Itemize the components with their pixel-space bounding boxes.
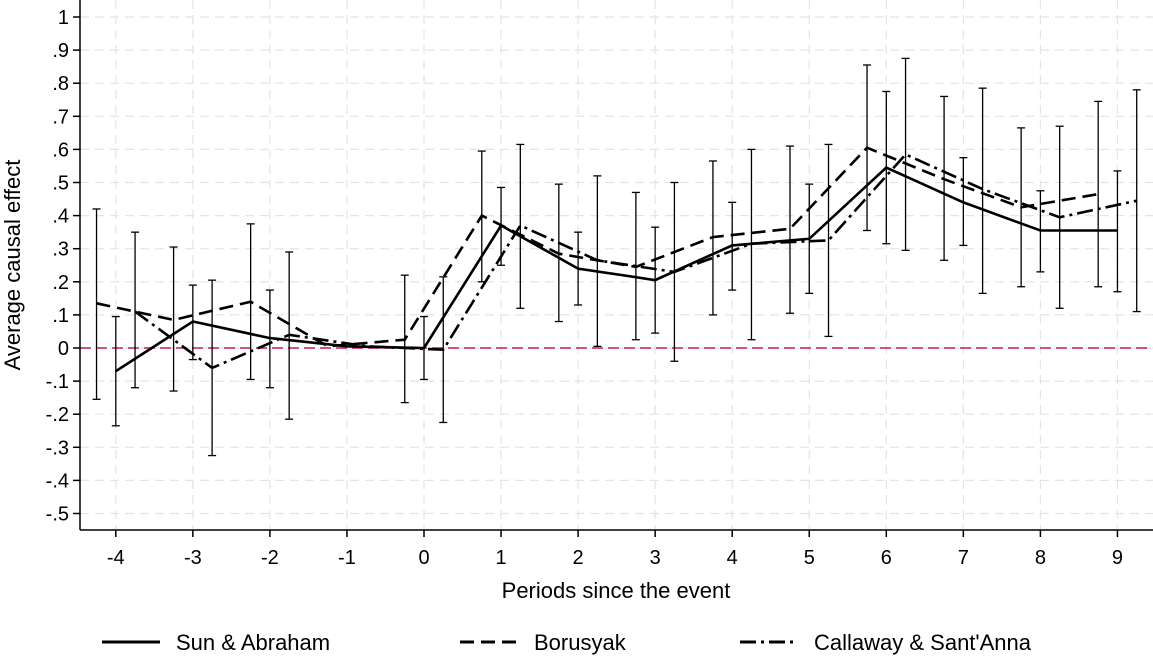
y-tick-label: -.1 [46, 371, 69, 393]
y-tick-label: .9 [52, 40, 69, 62]
y-tick-label: .8 [52, 73, 69, 95]
legend: Sun & Abraham Borusyak Callaway & Sant'Ann… [102, 630, 1032, 655]
y-axis-title: Average causal effect [0, 160, 25, 371]
x-tick-label: 0 [418, 547, 429, 569]
y-tick-label: 0 [58, 338, 69, 360]
x-tick-label: 9 [1112, 547, 1123, 569]
x-tick-label: 5 [804, 547, 815, 569]
confidence-intervals [92, 57, 1141, 457]
y-tick-label: -.5 [46, 504, 69, 526]
x-tick-label: -4 [107, 547, 125, 569]
x-tick-label: -2 [261, 547, 279, 569]
legend-label-3: Callaway & Sant'Anna [814, 630, 1032, 655]
x-tick-label: 6 [881, 547, 892, 569]
x-tick-label: 3 [650, 547, 661, 569]
legend-label-2: Borusyak [534, 630, 627, 655]
y-tick-label: 1 [58, 7, 69, 29]
legend-label-1: Sun & Abraham [176, 630, 330, 655]
series-line-1 [115, 166, 1118, 373]
y-tick-label: .5 [52, 173, 69, 195]
x-axis-title: Periods since the event [502, 578, 731, 603]
y-tick-label: .7 [52, 106, 69, 128]
x-tick-label: 7 [958, 547, 969, 569]
axes: 1 .9 .8 .7 .6 .5 .4 .3 .2 .1 0 -.1 -.2 -.3 -.4 -.5 -4 -3 -… [46, 0, 1153, 569]
x-tick-label: 8 [1035, 547, 1046, 569]
y-tick-label: -.4 [46, 470, 69, 492]
x-tick-label: -1 [338, 547, 356, 569]
x-tick-label: 2 [573, 547, 584, 569]
gridlines [80, 0, 1153, 530]
y-tick-label: .6 [52, 139, 69, 161]
y-tick-label: -.3 [46, 437, 69, 459]
series-line-3 [134, 152, 1137, 370]
series-lines [96, 146, 1137, 373]
x-tick-label: 4 [727, 547, 738, 569]
y-tick-label: .1 [52, 305, 69, 327]
y-tick-label: .2 [52, 272, 69, 294]
x-tick-label: -3 [184, 547, 202, 569]
y-tick-label: .4 [52, 206, 69, 228]
y-tick-label: .3 [52, 239, 69, 261]
y-tick-label: -.2 [46, 404, 69, 426]
x-tick-label: 1 [495, 547, 506, 569]
